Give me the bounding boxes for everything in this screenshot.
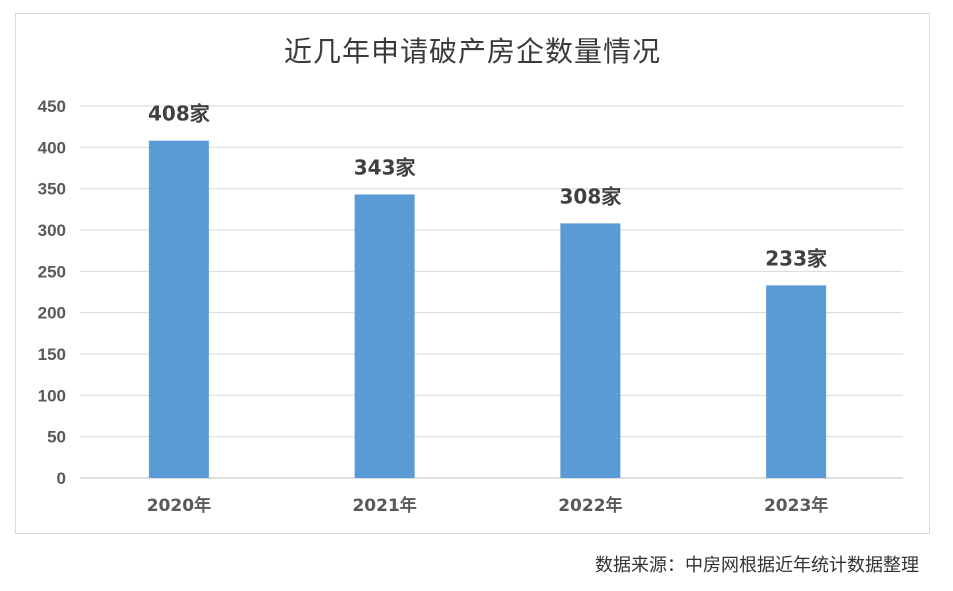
y-tick-label: 100 bbox=[38, 386, 66, 405]
y-tick-label: 300 bbox=[38, 221, 66, 240]
chart-title: 近几年申请破产房企数量情况 bbox=[283, 35, 661, 68]
data-label: 233家 bbox=[765, 246, 828, 270]
y-tick-label: 400 bbox=[38, 138, 66, 157]
y-tick-label: 50 bbox=[47, 428, 66, 447]
x-tick-label: 2021年 bbox=[352, 495, 416, 516]
y-tick-label: 450 bbox=[38, 97, 66, 116]
data-label: 343家 bbox=[354, 155, 417, 179]
y-tick-label: 250 bbox=[38, 262, 66, 281]
bar bbox=[354, 194, 415, 478]
x-tick-label: 2020年 bbox=[147, 495, 211, 516]
y-tick-label: 200 bbox=[38, 304, 66, 323]
source-note: 数据来源：中房网根据近年统计数据整理 bbox=[595, 555, 919, 576]
x-tick-label: 2022年 bbox=[558, 495, 622, 516]
x-tick-label: 2023年 bbox=[764, 495, 828, 516]
y-tick-label: 150 bbox=[38, 345, 66, 364]
y-tick-label: 0 bbox=[57, 469, 66, 488]
data-label: 308家 bbox=[560, 184, 623, 208]
data-label: 408家 bbox=[148, 102, 211, 126]
bar bbox=[560, 223, 621, 478]
y-tick-label: 350 bbox=[38, 180, 66, 199]
bar bbox=[148, 140, 209, 478]
bar bbox=[766, 285, 827, 478]
